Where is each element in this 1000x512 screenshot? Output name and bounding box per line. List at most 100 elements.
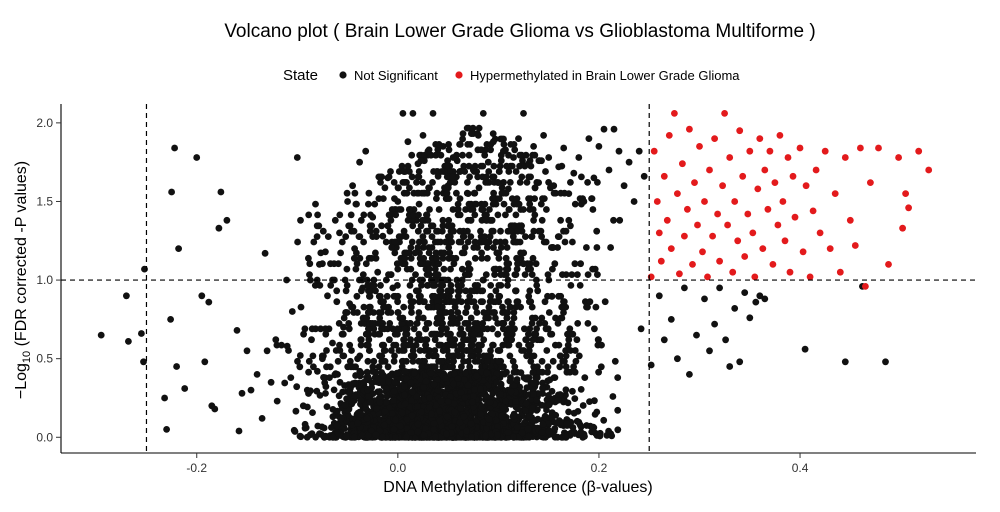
data-point-hypermethylated <box>681 232 688 240</box>
data-point-not-significant <box>380 303 387 311</box>
data-point-not-significant <box>456 141 464 148</box>
data-point-not-significant <box>674 355 681 363</box>
data-point-not-significant <box>433 320 441 327</box>
data-point-not-significant <box>495 282 503 289</box>
data-points <box>97 110 933 441</box>
data-point-not-significant <box>427 370 435 377</box>
data-point-not-significant <box>363 414 371 422</box>
data-point-not-significant <box>168 188 176 196</box>
data-point-not-significant <box>490 173 498 181</box>
data-point-not-significant <box>495 179 502 187</box>
data-point-not-significant <box>297 433 305 441</box>
y-tick-label: 0.0 <box>36 430 53 444</box>
data-point-not-significant <box>303 386 311 394</box>
data-point-not-significant <box>481 200 489 208</box>
data-point-not-significant <box>444 182 452 190</box>
y-axis-title-prefix: −Log <box>13 363 30 399</box>
data-point-not-significant <box>429 282 437 289</box>
data-point-hypermethylated <box>729 268 737 276</box>
data-point-not-significant <box>533 396 540 404</box>
data-point-not-significant <box>572 357 580 365</box>
data-point-not-significant <box>465 260 472 268</box>
data-point-not-significant <box>512 398 519 405</box>
data-point-not-significant <box>473 372 480 380</box>
data-point-not-significant <box>420 244 427 251</box>
data-point-not-significant <box>511 146 519 154</box>
data-point-not-significant <box>480 418 488 426</box>
data-point-not-significant <box>375 292 383 300</box>
data-point-not-significant <box>571 200 579 208</box>
data-point-not-significant <box>523 179 531 186</box>
data-point-not-significant <box>456 211 464 219</box>
data-point-not-significant <box>494 320 502 327</box>
data-point-not-significant <box>544 368 551 376</box>
data-point-not-significant <box>308 325 316 333</box>
data-point-not-significant <box>460 413 468 421</box>
data-point-not-significant <box>349 398 356 406</box>
data-point-not-significant <box>406 249 413 257</box>
data-point-not-significant <box>483 369 491 377</box>
data-point-not-significant <box>401 391 408 399</box>
data-point-not-significant <box>434 172 442 180</box>
data-point-not-significant <box>408 173 416 181</box>
data-point-not-significant <box>453 189 460 197</box>
data-point-hypermethylated <box>696 143 703 150</box>
data-point-not-significant <box>371 200 379 208</box>
y-tick-label: 0.5 <box>36 352 53 366</box>
data-point-not-significant <box>457 330 465 338</box>
data-point-not-significant <box>408 151 416 159</box>
data-point-not-significant <box>431 363 439 371</box>
data-point-not-significant <box>402 330 409 338</box>
data-point-not-significant <box>569 387 576 395</box>
data-point-not-significant <box>486 352 494 360</box>
data-point-not-significant <box>436 407 444 415</box>
data-point-not-significant <box>368 222 376 230</box>
data-point-not-significant <box>411 249 419 257</box>
data-point-not-significant <box>449 380 457 388</box>
data-point-not-significant <box>530 330 538 338</box>
data-point-not-significant <box>489 325 496 333</box>
data-point-not-significant <box>424 227 432 235</box>
data-point-not-significant <box>426 184 433 192</box>
data-point-not-significant <box>440 265 448 273</box>
data-point-not-significant <box>373 405 381 413</box>
data-point-not-significant <box>389 325 397 333</box>
data-point-not-significant <box>564 341 572 349</box>
data-point-not-significant <box>217 188 225 196</box>
data-point-not-significant <box>404 216 412 224</box>
data-point-not-significant <box>533 282 541 289</box>
data-point-not-significant <box>450 400 458 407</box>
data-point-not-significant <box>538 216 546 224</box>
data-point-not-significant <box>365 309 373 316</box>
data-point-hypermethylated <box>674 190 681 198</box>
data-point-not-significant <box>529 206 537 213</box>
data-point-not-significant <box>529 336 537 344</box>
data-point-not-significant <box>450 227 457 235</box>
data-point-not-significant <box>215 224 223 232</box>
data-point-not-significant <box>477 227 484 235</box>
data-point-not-significant <box>407 244 415 251</box>
data-point-not-significant <box>499 403 507 411</box>
data-point-not-significant <box>459 130 467 138</box>
data-point-not-significant <box>554 233 562 241</box>
data-point-hypermethylated <box>867 179 874 187</box>
data-point-not-significant <box>571 260 579 268</box>
data-point-not-significant <box>471 254 479 262</box>
data-point-not-significant <box>458 282 465 289</box>
data-point-not-significant <box>517 369 525 376</box>
data-point-not-significant <box>387 168 394 175</box>
data-point-not-significant <box>726 363 734 370</box>
data-point-not-significant <box>353 292 361 300</box>
data-point-not-significant <box>424 303 432 311</box>
data-point-not-significant <box>415 211 422 219</box>
data-point-not-significant <box>320 374 327 381</box>
data-point-not-significant <box>472 200 480 208</box>
data-point-not-significant <box>526 200 534 208</box>
data-point-not-significant <box>401 400 409 408</box>
data-point-not-significant <box>296 363 304 371</box>
data-point-not-significant <box>407 379 415 386</box>
data-point-not-significant <box>761 295 769 303</box>
data-point-hypermethylated <box>754 185 762 193</box>
data-point-not-significant <box>537 200 545 208</box>
data-point-not-significant <box>440 347 447 354</box>
